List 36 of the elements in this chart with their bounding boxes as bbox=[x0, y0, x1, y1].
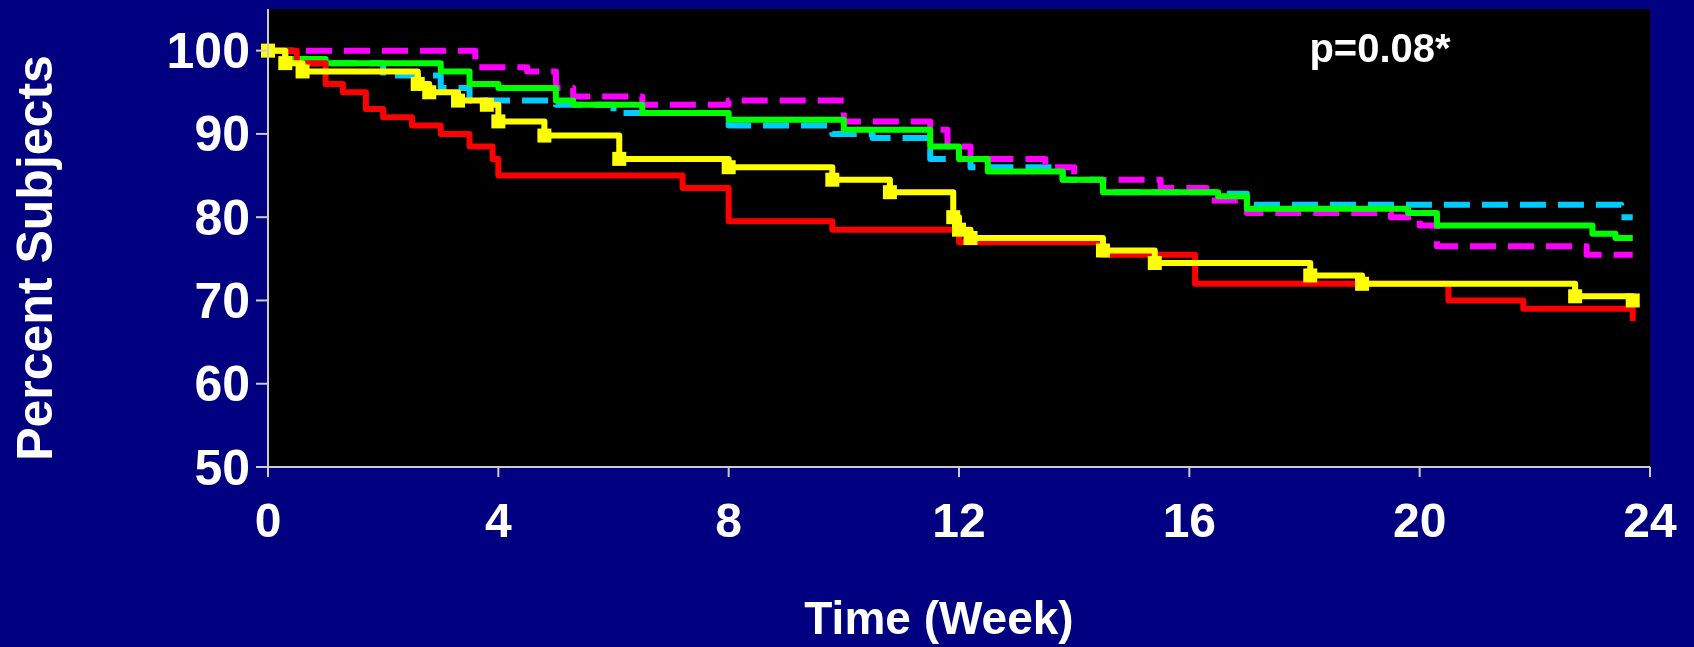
y-tick-label: 70 bbox=[194, 272, 250, 329]
point bbox=[451, 93, 466, 108]
point bbox=[946, 210, 961, 225]
y-axis-title: Percent Subjects bbox=[7, 55, 63, 461]
x-tick-label: 16 bbox=[1162, 494, 1217, 547]
point bbox=[278, 56, 293, 71]
point bbox=[1568, 289, 1583, 304]
x-axis-title: Time (Week) bbox=[804, 592, 1074, 644]
point bbox=[963, 231, 978, 245]
point bbox=[422, 85, 437, 100]
annotation: p=0.08* bbox=[1309, 26, 1452, 70]
x-tick-label: 0 bbox=[254, 494, 282, 547]
point bbox=[612, 151, 627, 166]
x-tick-label: 20 bbox=[1392, 494, 1447, 547]
point bbox=[491, 114, 506, 129]
point bbox=[1095, 243, 1110, 258]
point bbox=[410, 76, 425, 91]
point bbox=[537, 128, 552, 143]
point bbox=[1147, 255, 1162, 270]
point bbox=[1355, 276, 1370, 291]
point bbox=[721, 160, 736, 175]
point bbox=[1625, 293, 1640, 308]
point bbox=[479, 97, 494, 112]
x-tick-label: 8 bbox=[715, 494, 743, 547]
y-tick-label: 90 bbox=[194, 106, 250, 163]
y-tick-label: 80 bbox=[194, 189, 250, 246]
point bbox=[825, 172, 840, 187]
x-tick-label: 4 bbox=[484, 494, 512, 547]
point bbox=[1303, 268, 1318, 283]
y-tick-label: 50 bbox=[194, 439, 250, 496]
y-tick-label: 100 bbox=[166, 23, 250, 80]
x-tick-label: 24 bbox=[1623, 494, 1677, 547]
y-tick-label: 60 bbox=[194, 356, 250, 413]
point bbox=[295, 64, 310, 79]
x-tick-label: 12 bbox=[932, 494, 986, 547]
point bbox=[882, 185, 897, 200]
